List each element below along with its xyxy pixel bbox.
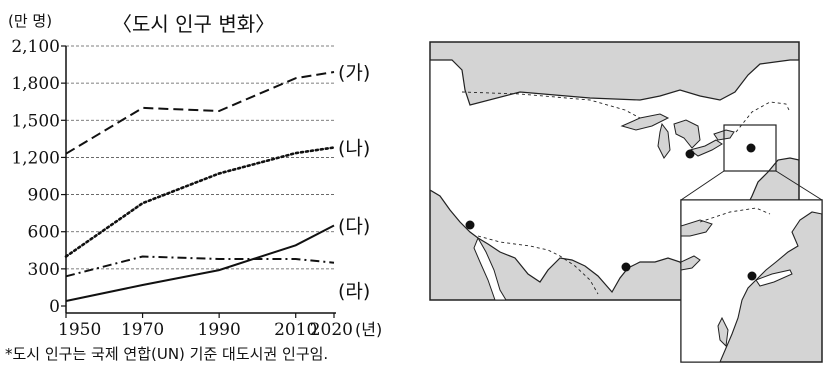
x-tick-label: 2020	[310, 320, 353, 340]
inset-city-marker-new-york	[747, 271, 757, 281]
y-tick-label: 300	[28, 260, 60, 280]
series-line	[64, 146, 336, 258]
y-tick-label: 600	[28, 223, 60, 243]
series-line	[65, 71, 335, 155]
great-lakes	[620, 113, 735, 159]
x-tick-label: 1970	[121, 320, 164, 340]
x-tick-label: 1950	[58, 320, 101, 340]
inset-map	[680, 199, 823, 363]
y-tick-label: 0	[49, 297, 60, 317]
city-marker-houston	[621, 262, 631, 272]
city-marker-los-angeles	[465, 220, 475, 230]
y-unit-label: (만 명)	[8, 12, 52, 30]
y-tick-labels: 0 300 600 900 1,200 1,500 1,800 2,100	[11, 37, 66, 317]
series-label: (나)	[338, 138, 370, 160]
y-tick-label: 2,100	[11, 37, 60, 57]
line-chart: (만 명) 〈도시 인구 변화〉 0 300 600 900 1,200 1,500 1,8…	[5, 12, 382, 363]
series-label: (라)	[338, 281, 370, 303]
city-marker-chicago	[685, 149, 695, 159]
x-tick-label: 2010	[274, 320, 317, 340]
y-tick-label: 1,500	[11, 111, 60, 131]
series-label: (가)	[338, 62, 370, 84]
footnote: *도시 인구는 국제 연합(UN) 기준 대도시권 인구임.	[5, 345, 328, 363]
city-marker-new-york	[746, 143, 756, 153]
chart-title: 〈도시 인구 변화〉	[112, 12, 275, 36]
series-line	[65, 224, 335, 302]
x-tick-label: 1990	[198, 320, 241, 340]
series-lines	[64, 71, 336, 302]
inset-land	[681, 200, 822, 362]
series-labels: (가) (나) (다) (라)	[338, 62, 370, 303]
mexico-border	[477, 235, 599, 295]
series-line	[65, 255, 335, 278]
x-unit-label: (년)	[355, 320, 382, 339]
y-tick-label: 1,200	[11, 148, 60, 168]
y-tick-label: 1,800	[11, 74, 60, 94]
series-label: (다)	[338, 216, 370, 238]
inset-indicator	[723, 124, 777, 172]
y-tick-label: 900	[28, 186, 60, 206]
canada-border	[461, 91, 641, 119]
